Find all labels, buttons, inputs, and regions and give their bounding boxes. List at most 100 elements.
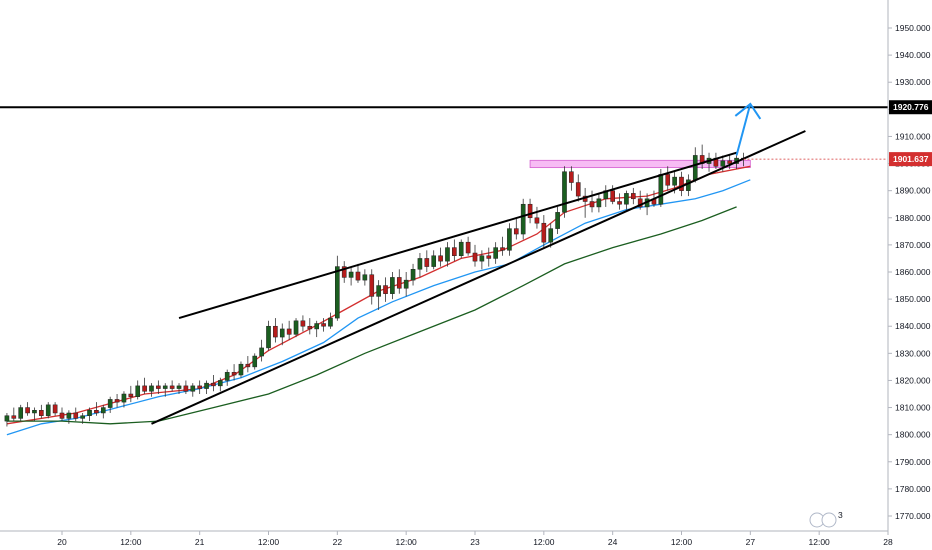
candle[interactable] [52,402,58,416]
candle[interactable] [25,402,30,416]
candle[interactable] [300,315,306,332]
candle[interactable] [417,253,423,278]
candle[interactable] [142,377,147,394]
candle[interactable] [403,272,409,297]
candle[interactable] [293,318,299,338]
candle[interactable] [562,166,567,218]
candle[interactable] [410,263,416,286]
candle[interactable] [527,198,533,224]
candle[interactable] [162,383,168,397]
candle[interactable] [11,407,17,422]
candle[interactable] [149,383,154,397]
candle[interactable] [679,171,684,197]
candle[interactable] [314,320,319,338]
candle[interactable] [335,255,340,321]
candle[interactable] [431,250,437,270]
candle[interactable] [32,407,37,422]
candle[interactable] [135,380,141,400]
candle[interactable] [458,239,464,259]
candle[interactable] [59,407,65,422]
candle[interactable] [727,155,732,169]
candle[interactable] [472,244,478,267]
candle[interactable] [252,353,258,370]
candle[interactable] [376,280,381,310]
candle[interactable] [617,193,622,210]
candle[interactable] [438,247,443,267]
candle[interactable] [383,277,388,302]
candle[interactable] [348,266,354,286]
candle[interactable] [369,269,375,305]
channel-lower-line[interactable] [151,130,806,425]
candle[interactable] [128,385,134,403]
candle[interactable] [266,320,271,351]
candle[interactable] [534,206,540,229]
candle[interactable] [424,250,430,272]
candle[interactable] [362,269,368,286]
plot-area[interactable] [0,102,888,436]
candle[interactable] [355,263,361,283]
candle[interactable] [307,318,313,335]
candle[interactable] [4,412,10,427]
candle[interactable] [100,404,106,419]
candle[interactable] [624,190,629,210]
candle[interactable] [218,377,223,392]
candle[interactable] [176,383,182,394]
candle[interactable] [541,215,547,248]
candle[interactable] [390,272,395,300]
candle[interactable] [396,269,402,294]
channel-upper-line[interactable] [178,151,737,320]
candle[interactable] [121,391,127,408]
moving-average-line-2[interactable] [6,179,751,436]
candle[interactable] [273,318,278,343]
candle[interactable] [204,380,209,394]
candle[interactable] [39,404,44,419]
candle[interactable] [211,375,216,392]
candle[interactable] [548,223,554,248]
candle[interactable] [224,369,230,386]
candle[interactable] [637,190,643,210]
candle[interactable] [190,383,196,397]
candle[interactable] [169,380,175,392]
candle[interactable] [596,193,602,213]
candle[interactable] [465,236,471,256]
candle[interactable] [631,187,636,205]
candle[interactable] [183,380,189,394]
candle[interactable] [66,410,72,424]
candle[interactable] [500,236,505,256]
candle[interactable] [80,412,85,424]
candle[interactable] [452,239,457,262]
candle[interactable] [107,396,113,413]
candle[interactable] [486,247,492,267]
candle[interactable] [665,166,671,191]
candle[interactable] [520,198,526,240]
candle[interactable] [493,242,498,264]
candle[interactable] [569,166,574,191]
candle[interactable] [507,223,512,256]
candle[interactable] [245,356,251,373]
candle[interactable] [575,174,581,202]
candle[interactable] [610,185,615,205]
candle[interactable] [94,402,99,416]
candle[interactable] [513,217,519,240]
candle[interactable] [286,320,292,340]
candle[interactable] [321,318,326,332]
candle[interactable] [479,250,485,270]
resistance-zone[interactable] [529,159,751,169]
candle[interactable] [589,190,595,213]
time-axis[interactable]: 20 12:00 21 12:00 22 12:00 23 12:00 24 12:00 27 12:… [0,530,893,547]
candle[interactable] [231,364,237,381]
candle[interactable] [555,206,560,235]
candle[interactable] [197,380,202,394]
candle[interactable] [259,339,264,362]
candle[interactable] [341,261,347,283]
candle[interactable] [238,361,244,378]
candle[interactable] [87,407,92,422]
candle[interactable] [445,242,450,267]
candle[interactable] [73,407,79,422]
candle[interactable] [156,380,161,394]
price-axis[interactable]: 1770.000 1780.000 1790.000 1800.000 1810.000… [887,0,931,531]
candle[interactable] [45,402,51,419]
candle[interactable] [328,312,333,329]
moving-average-line-3[interactable] [6,206,737,425]
